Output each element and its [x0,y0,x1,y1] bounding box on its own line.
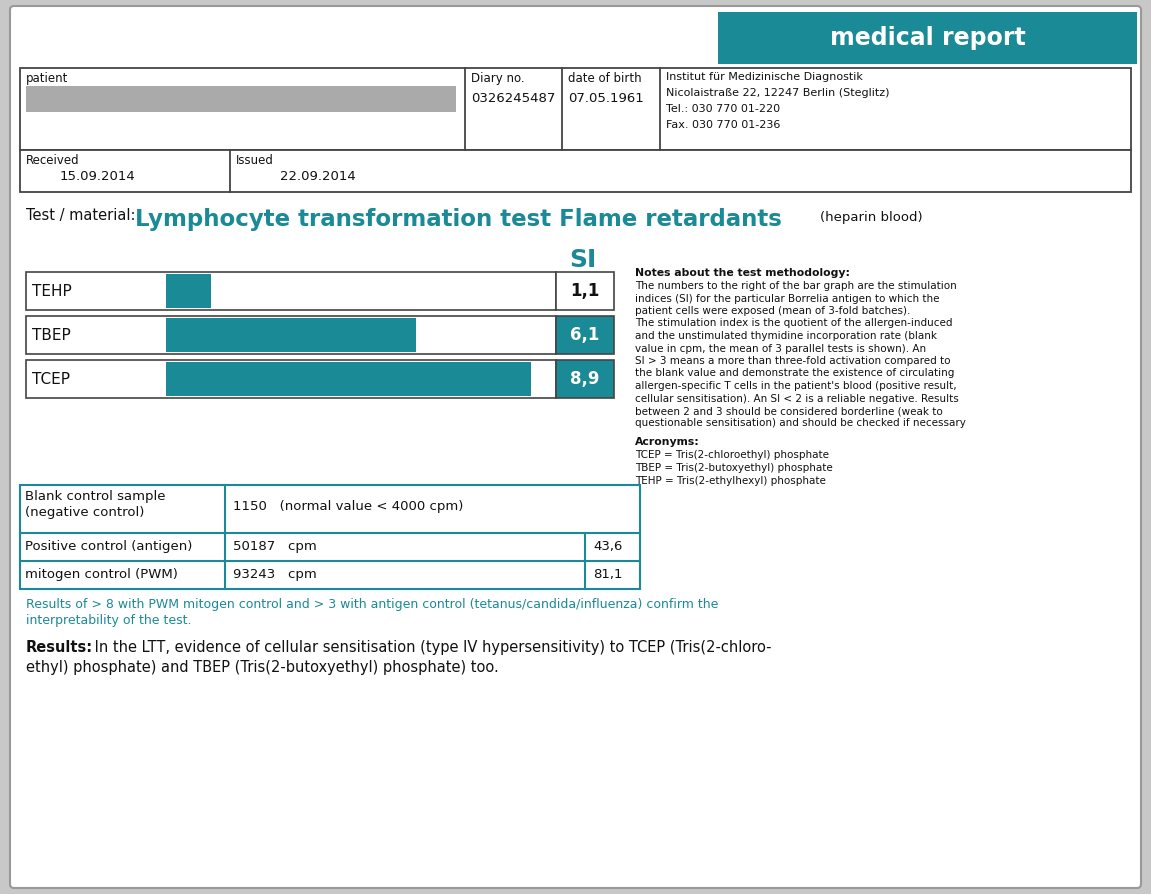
Text: interpretability of the test.: interpretability of the test. [26,614,191,627]
Text: Blank control sample: Blank control sample [25,490,166,503]
Text: Test / material:: Test / material: [26,208,136,223]
Text: 07.05.1961: 07.05.1961 [567,92,643,105]
Text: allergen-specific T cells in the patient's blood (positive result,: allergen-specific T cells in the patient… [635,381,956,391]
Text: patient: patient [26,72,68,85]
Bar [556,360,613,398]
Bar [26,272,556,310]
Text: TEHP: TEHP [32,283,71,299]
Text: mitogen control (PWM): mitogen control (PWM) [25,568,178,581]
Text: TEHP = Tris(2-ethylhexyl) phosphate: TEHP = Tris(2-ethylhexyl) phosphate [635,476,826,486]
Text: Institut für Medizinische Diagnostik: Institut für Medizinische Diagnostik [666,72,863,82]
Bar [166,274,211,308]
Bar [166,362,532,396]
Bar [26,360,556,398]
Text: between 2 and 3 should be considered borderline (weak to: between 2 and 3 should be considered bor… [635,406,943,416]
Text: questionable sensitisation) and should be checked if necessary: questionable sensitisation) and should b… [635,418,966,428]
Text: 0326245487: 0326245487 [471,92,556,105]
Text: 22.09.2014: 22.09.2014 [280,170,356,183]
Text: cellular sensitisation). An SI < 2 is a reliable negative. Results: cellular sensitisation). An SI < 2 is a … [635,393,959,403]
Text: Results of > 8 with PWM mitogen control and > 3 with antigen control (tetanus/ca: Results of > 8 with PWM mitogen control … [26,598,718,611]
Text: Issued: Issued [236,154,274,167]
Bar [556,272,613,310]
Text: (heparin blood): (heparin blood) [820,211,923,224]
Bar [556,316,613,354]
Text: Results:: Results: [26,640,93,655]
Bar [26,316,556,354]
Bar [20,68,1131,150]
Text: Tel.: 030 770 01-220: Tel.: 030 770 01-220 [666,104,780,114]
Text: TBEP = Tris(2-butoxyethyl) phosphate: TBEP = Tris(2-butoxyethyl) phosphate [635,463,833,473]
Text: 1150   (normal value < 4000 cpm): 1150 (normal value < 4000 cpm) [233,500,464,513]
Text: indices (SI) for the particular Borrelia antigen to which the: indices (SI) for the particular Borrelia… [635,293,939,303]
Text: 1,1: 1,1 [570,282,600,300]
Text: TCEP: TCEP [32,372,70,386]
Text: Nicolaistraße 22, 12247 Berlin (Steglitz): Nicolaistraße 22, 12247 Berlin (Steglitz… [666,88,890,98]
Text: The stimulation index is the quotient of the allergen-induced: The stimulation index is the quotient of… [635,318,953,328]
Text: Diary no.: Diary no. [471,72,525,85]
Text: patient cells were exposed (mean of 3-fold batches).: patient cells were exposed (mean of 3-fo… [635,306,910,316]
Text: Fax. 030 770 01-236: Fax. 030 770 01-236 [666,120,780,130]
Text: Acronyms:: Acronyms: [635,437,700,447]
Text: 50187   cpm: 50187 cpm [233,540,317,553]
Bar [166,318,417,352]
FancyBboxPatch shape [10,6,1141,888]
Text: the blank value and demonstrate the existence of circulating: the blank value and demonstrate the exis… [635,368,954,378]
Text: medical report: medical report [830,26,1026,50]
Text: ethyl) phosphate) and TBEP (Tris(2-butoxyethyl) phosphate) too.: ethyl) phosphate) and TBEP (Tris(2-butox… [26,660,498,675]
Text: 6,1: 6,1 [570,326,600,344]
Text: 43,6: 43,6 [593,540,623,553]
Text: value in cpm, the mean of 3 parallel tests is shown). An: value in cpm, the mean of 3 parallel tes… [635,343,927,353]
Text: Positive control (antigen): Positive control (antigen) [25,540,192,553]
Text: date of birth: date of birth [567,72,641,85]
Bar [20,485,640,589]
Text: 93243   cpm: 93243 cpm [233,568,317,581]
Text: In the LTT, evidence of cellular sensitisation (type IV hypersensitivity) to TCE: In the LTT, evidence of cellular sensiti… [90,640,771,655]
Text: The numbers to the right of the bar graph are the stimulation: The numbers to the right of the bar grap… [635,281,956,291]
Text: Notes about the test methodology:: Notes about the test methodology: [635,268,849,278]
Text: 81,1: 81,1 [593,568,623,581]
Bar [20,150,1131,192]
Text: and the unstimulated thymidine incorporation rate (blank: and the unstimulated thymidine incorpora… [635,331,937,341]
Text: Lymphocyte transformation test Flame retardants: Lymphocyte transformation test Flame ret… [135,208,782,231]
Text: SI: SI [570,248,596,272]
Bar [26,86,456,112]
Text: Received: Received [26,154,79,167]
Text: SI > 3 means a more than three-fold activation compared to: SI > 3 means a more than three-fold acti… [635,356,951,366]
Bar [718,12,1137,64]
Text: TCEP = Tris(2-chloroethyl) phosphate: TCEP = Tris(2-chloroethyl) phosphate [635,450,829,460]
Text: 8,9: 8,9 [570,370,600,388]
Text: (negative control): (negative control) [25,506,144,519]
Text: TBEP: TBEP [32,327,70,342]
Text: 15.09.2014: 15.09.2014 [60,170,136,183]
